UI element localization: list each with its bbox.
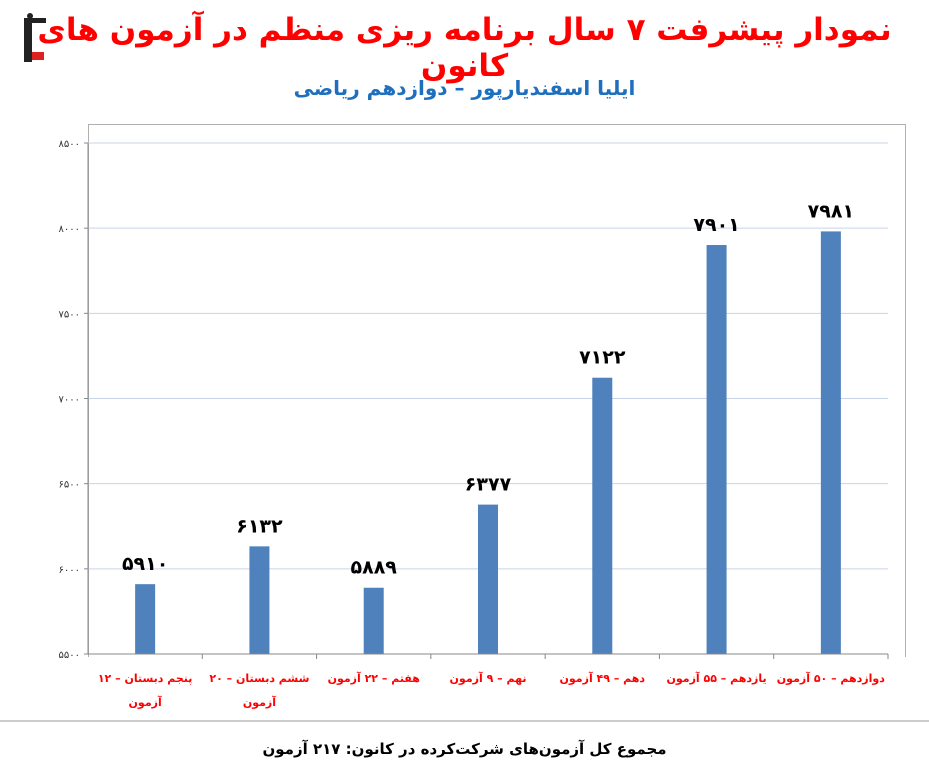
- bar: [135, 584, 156, 654]
- x-tick-label: دهم – ۴۹ آزمون: [560, 671, 646, 685]
- y-tick-label: ۶۵۰۰: [59, 480, 80, 491]
- bar: [706, 245, 727, 654]
- x-tick-label: پنجم دبستان – ۱۲ آزمون: [98, 672, 193, 709]
- bar: [592, 377, 613, 654]
- x-tick-label: یازدهم – ۵۵ آزمون: [667, 671, 767, 685]
- footer-total: مجموع کل آزمون‌های شرکت‌کرده در کانون: ۲…: [262, 740, 667, 758]
- x-tick-label: هفتم – ۲۲ آزمون: [328, 671, 420, 685]
- data-label: ۶۱۳۲: [236, 515, 283, 537]
- y-tick-label: ۵۵۰۰: [59, 650, 80, 661]
- bar: [363, 587, 384, 654]
- data-label: ۷۹۸۱: [808, 200, 854, 222]
- chart-subtitle: ایلیا اسفندیارپور – دوازدهم ریاضی: [293, 76, 636, 100]
- x-tick-label: دوازدهم – ۵۰ آزمون: [777, 671, 885, 685]
- x-tick-label: نهم – ۹ آزمون: [450, 671, 527, 685]
- data-label: ۷۱۲۲: [579, 347, 626, 369]
- data-label: ۵۹۱۰: [122, 553, 168, 575]
- bar: [820, 231, 841, 654]
- logo-graphic: [24, 13, 46, 62]
- y-tick-label: ۸۰۰۰: [59, 224, 80, 235]
- y-tick-label: ۸۵۰۰: [59, 139, 80, 150]
- y-tick-label: ۷۰۰۰: [59, 395, 80, 406]
- data-label: ۶۳۷۷: [465, 474, 512, 496]
- x-tick-label: ششم دبستان – ۲۰ آزمون: [209, 672, 309, 709]
- bar: [478, 504, 498, 654]
- kanoon-logo: [24, 12, 46, 62]
- y-tick-label: ۷۵۰۰: [59, 309, 80, 320]
- chart-title: نمودار پیشرفت ۷ سال برنامه ریزی منظم در …: [37, 12, 892, 84]
- y-tick-label: ۶۰۰۰: [59, 565, 80, 576]
- bar: [249, 546, 270, 654]
- data-label: ۷۹۰۱: [693, 214, 739, 236]
- data-label: ۵۸۸۹: [351, 557, 398, 579]
